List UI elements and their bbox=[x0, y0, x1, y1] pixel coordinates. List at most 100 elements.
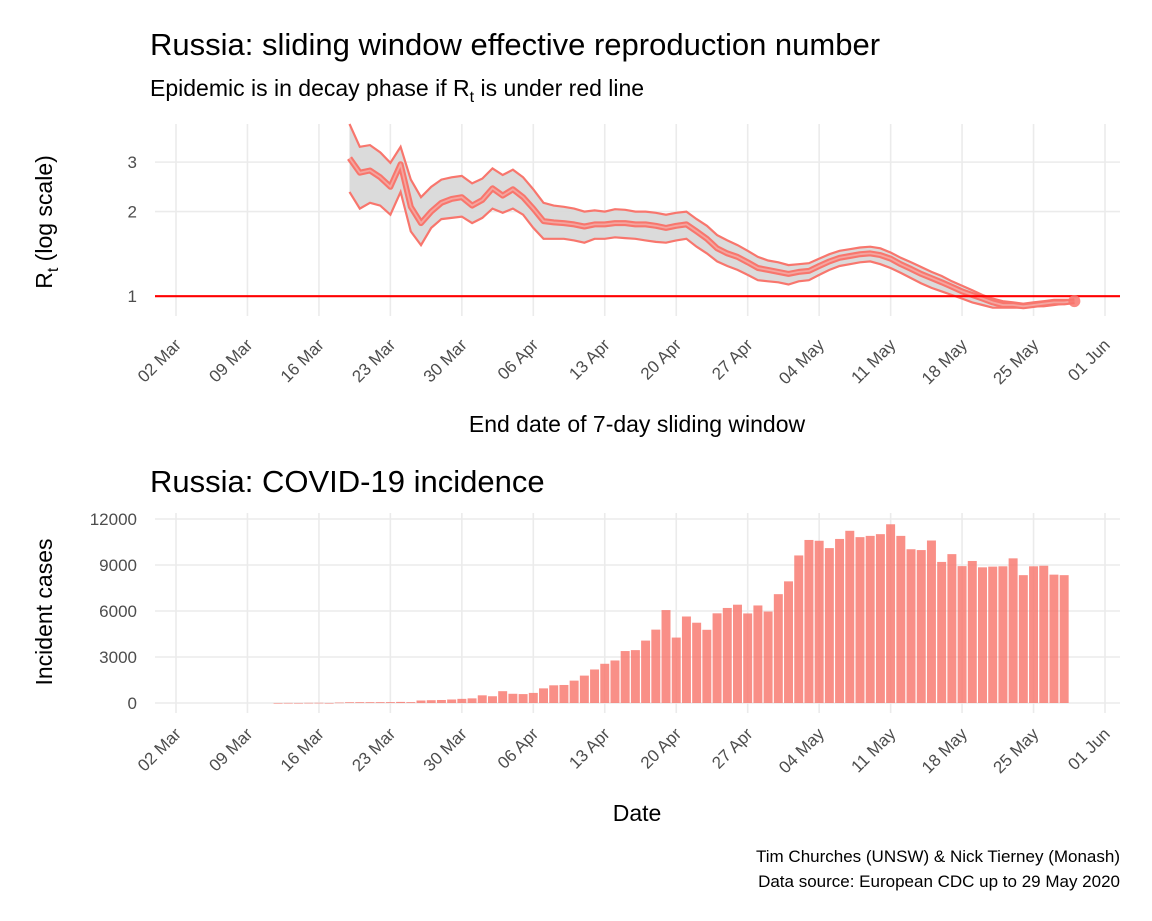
x-tick-label: 04 May bbox=[775, 724, 828, 777]
y-tick-label: 6000 bbox=[99, 602, 137, 621]
incidence-bar bbox=[467, 698, 477, 703]
incidence-bar bbox=[559, 684, 569, 703]
incidence-bar bbox=[426, 700, 436, 703]
incidence-bar bbox=[753, 605, 763, 703]
y-tick-label: 12000 bbox=[90, 510, 137, 529]
incidence-bar bbox=[661, 610, 671, 703]
x-tick-label: 25 May bbox=[990, 335, 1043, 388]
incidence-bar bbox=[579, 675, 589, 703]
x-tick-label: 20 Apr bbox=[637, 724, 685, 772]
incidence-bar bbox=[957, 566, 967, 703]
incidence-bar bbox=[784, 581, 794, 703]
top-chart-title: Russia: sliding window effective reprodu… bbox=[150, 27, 880, 62]
incidence-bar bbox=[814, 540, 824, 703]
incidence-bar bbox=[569, 680, 579, 703]
x-tick-label: 09 Mar bbox=[205, 335, 256, 386]
y-tick-label: 2 bbox=[128, 203, 137, 222]
incidence-bar bbox=[385, 702, 395, 703]
x-tick-label: 11 May bbox=[847, 724, 899, 776]
incidence-bar bbox=[630, 650, 640, 703]
subtitle-subscript: t bbox=[470, 89, 475, 106]
x-tick-label: 25 May bbox=[990, 724, 1043, 777]
incidence-bar bbox=[528, 692, 538, 703]
incidence-bar bbox=[365, 702, 375, 703]
x-tick-label: 16 Mar bbox=[277, 335, 328, 386]
incidence-bar bbox=[692, 622, 702, 703]
incidence-bar bbox=[988, 566, 998, 703]
incidence-bar bbox=[967, 560, 977, 703]
incidence-bar bbox=[855, 537, 865, 703]
top-x-ticks: 02 Mar 09 Mar 16 Mar 23 Mar 30 Mar 06 Apr 13 A… bbox=[134, 335, 1114, 388]
incidence-bar bbox=[722, 607, 732, 703]
y-tick-label: 1 bbox=[128, 287, 137, 306]
incidence-bar bbox=[794, 555, 804, 703]
incidence-bar bbox=[620, 651, 630, 703]
incidence-bar bbox=[1018, 575, 1028, 703]
x-tick-label: 06 Apr bbox=[494, 335, 542, 383]
incidence-bar bbox=[406, 702, 416, 703]
incidence-bar bbox=[896, 535, 906, 703]
x-tick-label: 18 May bbox=[918, 335, 971, 388]
incidence-bar bbox=[875, 534, 885, 703]
incidence-bar bbox=[824, 548, 834, 703]
subtitle-suffix: is under red line bbox=[474, 75, 644, 101]
x-tick-label: 27 Apr bbox=[708, 335, 756, 383]
bottom-y-axis-title: Incident cases bbox=[31, 538, 57, 685]
incidence-bar bbox=[1039, 565, 1049, 703]
bottom-x-axis-title: Date bbox=[613, 800, 662, 826]
top-x-axis-title: End date of 7-day sliding window bbox=[469, 411, 806, 437]
incidence-bar bbox=[508, 693, 518, 703]
top-chart-subtitle: Epidemic is in decay phase if Rt is unde… bbox=[150, 75, 644, 106]
x-tick-label: 30 Mar bbox=[420, 724, 471, 775]
incidence-bar bbox=[487, 696, 497, 703]
incidence-bar bbox=[978, 567, 987, 703]
incidence-bar bbox=[906, 549, 916, 703]
incidence-bar bbox=[743, 613, 753, 703]
incidence-bar bbox=[549, 685, 559, 703]
incidence-bar bbox=[477, 695, 487, 703]
incidence-bar bbox=[334, 702, 344, 704]
x-tick-label: 30 Mar bbox=[420, 335, 471, 386]
x-tick-label: 23 Mar bbox=[348, 335, 399, 386]
incidence-bar bbox=[273, 702, 283, 704]
incidence-bar bbox=[1008, 558, 1018, 703]
y-tick-label: 9000 bbox=[99, 556, 137, 575]
x-tick-label: 11 May bbox=[847, 335, 899, 387]
incidence-bar bbox=[539, 688, 548, 703]
incidence-bar bbox=[345, 702, 355, 703]
incidence-bar bbox=[324, 702, 334, 704]
upper-bound-line bbox=[348, 123, 1075, 305]
incidence-bar bbox=[886, 524, 896, 703]
x-tick-label: 23 Mar bbox=[348, 724, 399, 775]
y-tick-label: 3000 bbox=[99, 648, 137, 667]
latest-estimate-point bbox=[1068, 295, 1081, 308]
incidence-bar bbox=[600, 663, 610, 703]
incidence-bar bbox=[671, 637, 681, 703]
incidence-bar bbox=[865, 535, 875, 703]
incidence-bar bbox=[1029, 566, 1039, 703]
subtitle-prefix: Epidemic is in decay phase if R bbox=[150, 75, 470, 101]
incidence-bar bbox=[355, 702, 365, 703]
incidence-bar bbox=[804, 539, 814, 703]
x-tick-label: 04 May bbox=[775, 335, 828, 388]
bottom-y-ticks: 0 3000 6000 9000 12000 bbox=[90, 510, 137, 713]
incidence-bar bbox=[283, 702, 293, 704]
bottom-x-ticks: 02 Mar 09 Mar 16 Mar 23 Mar 30 Mar 06 Apr 13 A… bbox=[134, 724, 1114, 777]
incidence-bar bbox=[926, 540, 936, 703]
incidence-bar bbox=[314, 702, 324, 704]
incidence-bar bbox=[436, 699, 446, 703]
incidence-bar bbox=[712, 613, 722, 703]
y-tick-label: 3 bbox=[128, 153, 137, 172]
x-tick-label: 13 Apr bbox=[565, 724, 613, 772]
incidence-bar bbox=[447, 699, 457, 703]
top-y-axis-title: Rt (log scale) bbox=[31, 155, 62, 289]
caption-authors: Tim Churches (UNSW) & Nick Tierney (Mona… bbox=[756, 847, 1120, 866]
incidence-bar bbox=[916, 550, 926, 703]
top-y-ticks: 1 2 3 bbox=[128, 153, 137, 306]
bottom-plot-area bbox=[273, 524, 1069, 704]
incidence-bar bbox=[835, 538, 845, 703]
incidence-bar bbox=[773, 594, 783, 703]
incidence-bar bbox=[651, 629, 661, 703]
x-tick-label: 09 Mar bbox=[205, 724, 256, 775]
